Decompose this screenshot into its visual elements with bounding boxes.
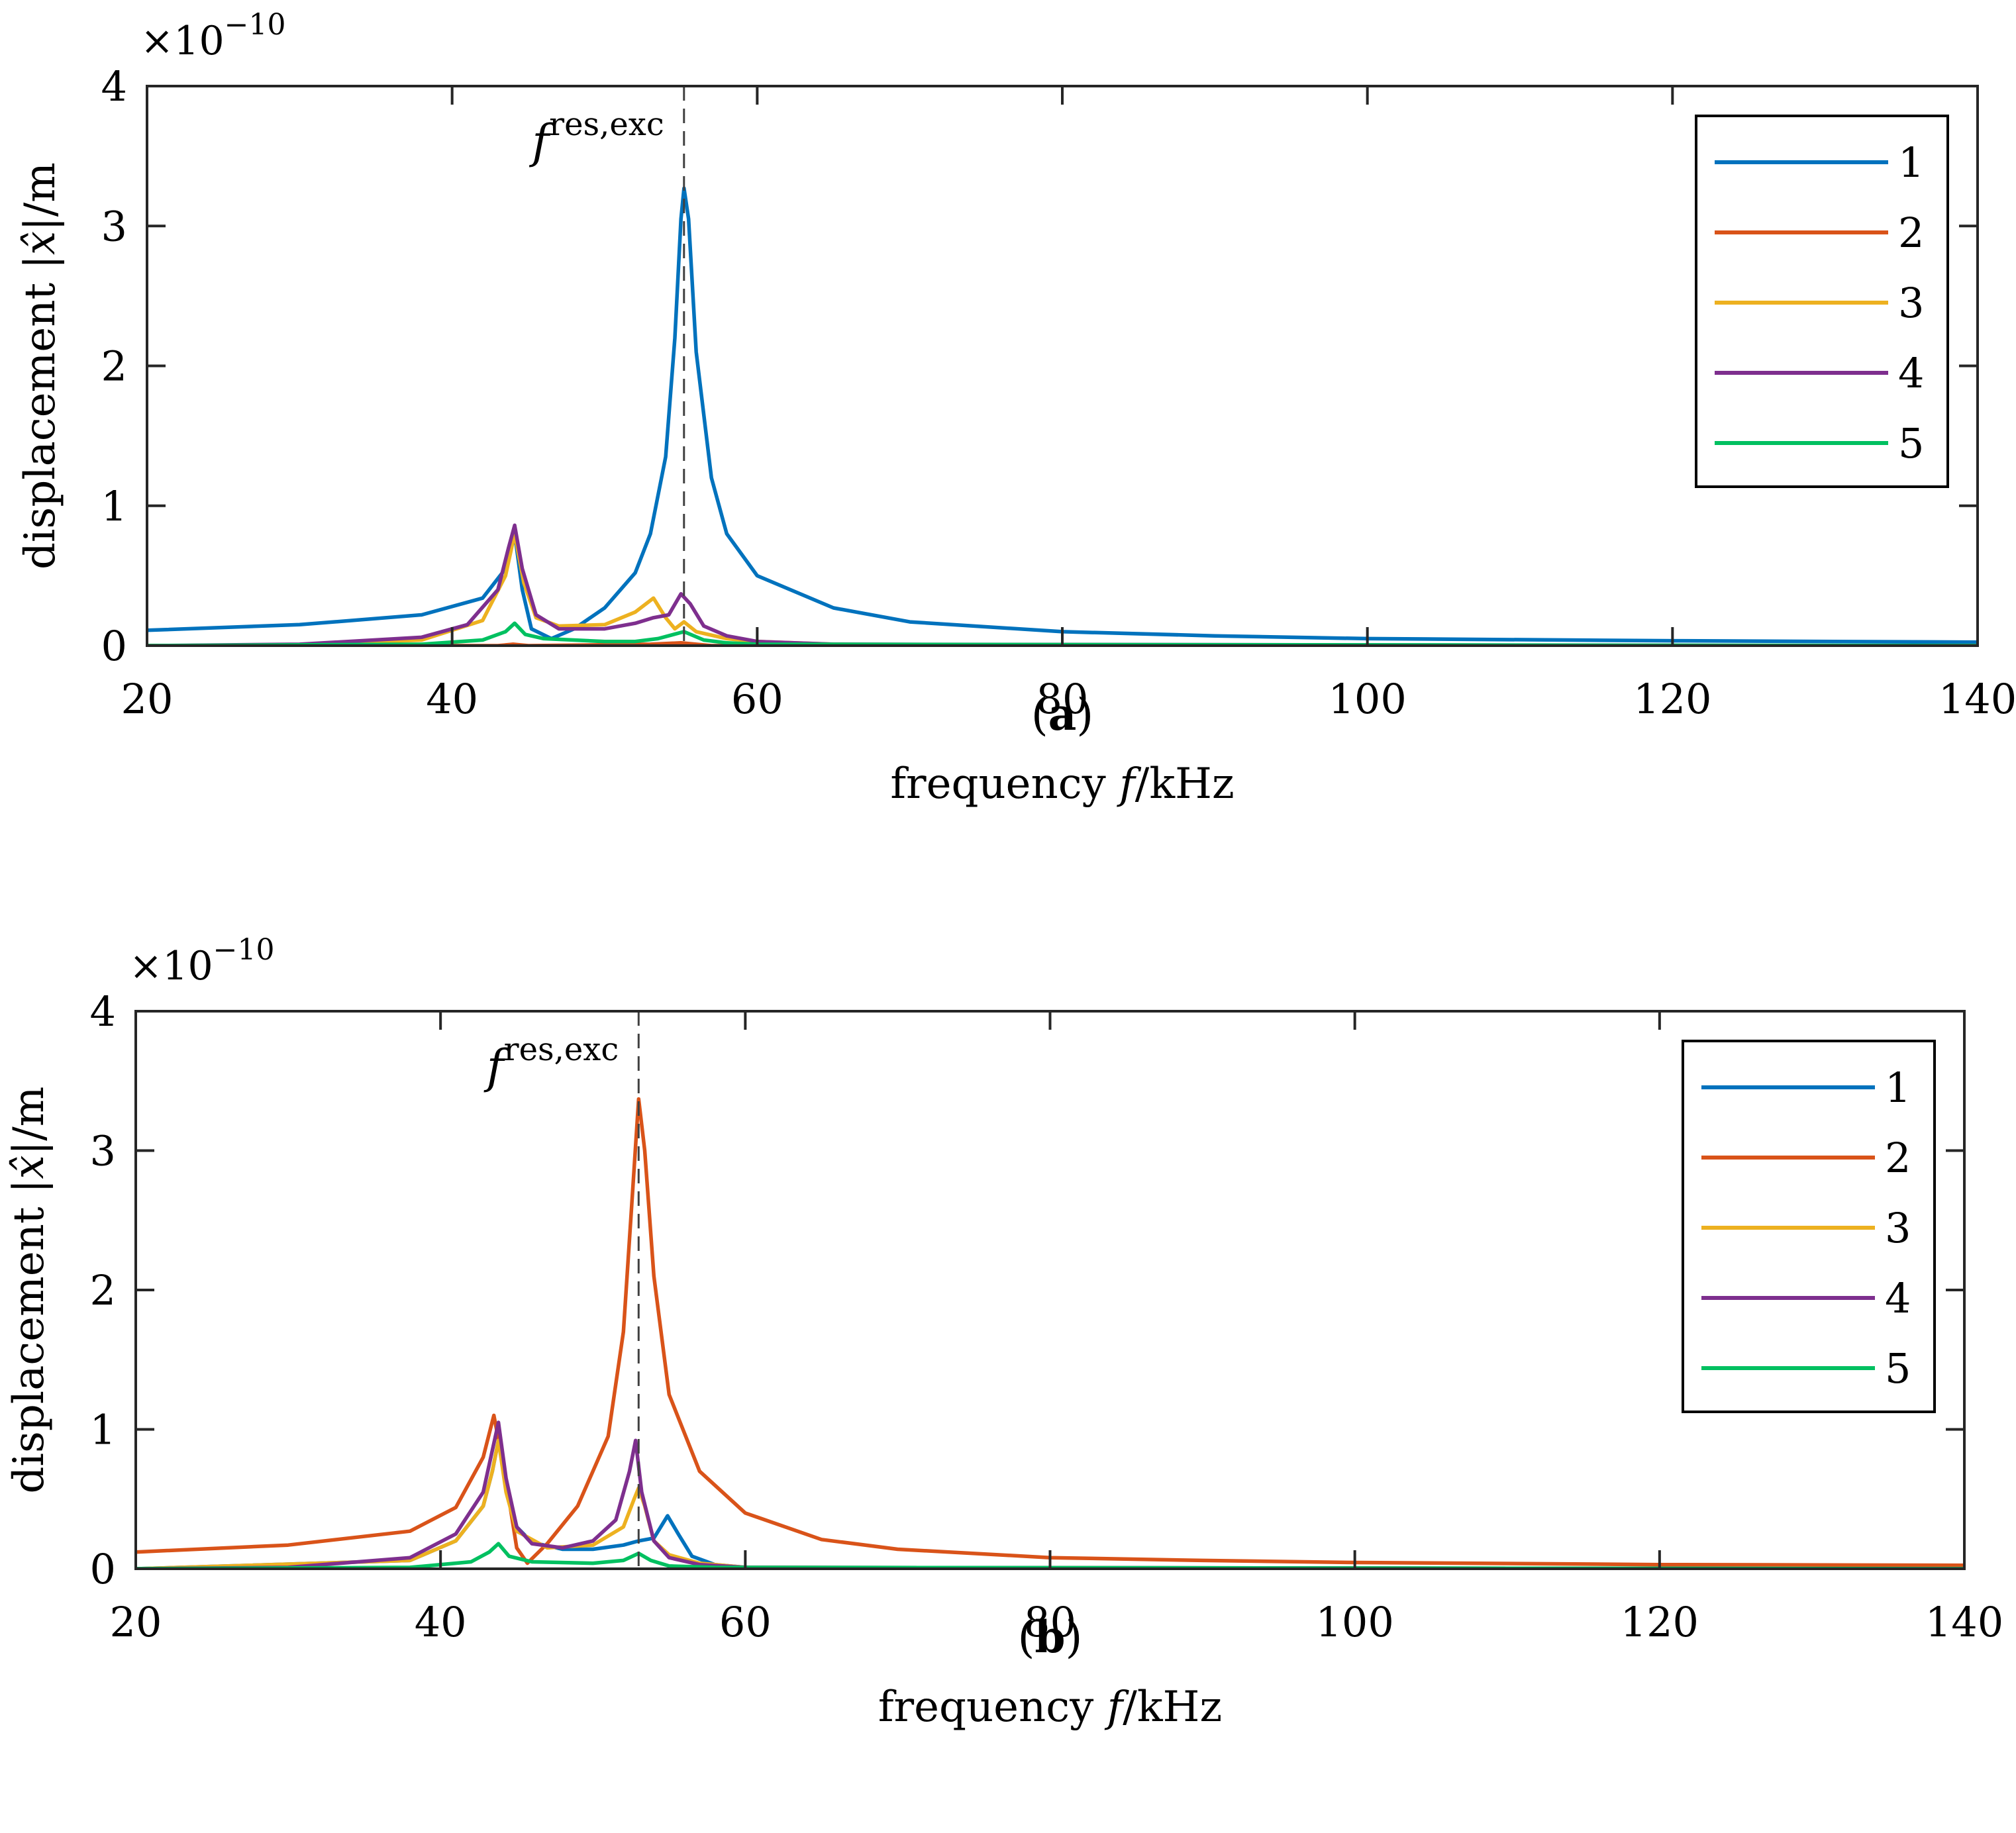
- x-tick-label: 80: [1036, 675, 1089, 723]
- y-axis-label-text: displacement: [16, 270, 65, 570]
- legend-label-4: 4: [1898, 349, 1924, 397]
- y-axis-label: displacement |x̂|/m: [16, 162, 65, 570]
- x-axis-label: frequency f/kHz: [890, 760, 1234, 809]
- x-axis-label-text: frequency: [890, 760, 1119, 809]
- y-axis-label-text: displacement: [5, 1193, 54, 1493]
- resonance-annotation: fres,exc: [529, 106, 664, 169]
- y-axis-label-unit: /m: [16, 162, 65, 217]
- x-tick-label: 20: [121, 675, 174, 723]
- series-line-4: [136, 1420, 1964, 1569]
- x-tick-label: 120: [1633, 675, 1711, 723]
- series-group: [136, 1097, 1964, 1569]
- y-axis-label: displacement |x̂|/m: [5, 1087, 54, 1494]
- legend-label-2: 2: [1885, 1134, 1911, 1182]
- y-scale-base: ×10: [140, 18, 225, 64]
- x-tick-label: 60: [719, 1598, 772, 1646]
- y-tick-label: 1: [101, 482, 127, 530]
- y-axis-label-var: |x̂|: [16, 217, 65, 269]
- y-scale-base: ×10: [129, 943, 213, 989]
- legend-label-3: 3: [1898, 279, 1924, 327]
- series-line-5: [136, 1542, 1964, 1569]
- y-scale-power: −10: [225, 8, 286, 42]
- chart-panel-b: 20 40 60 80 100 120 140 0 1 2 3 4 ×10−10 frequency f/…: [5, 933, 2003, 1732]
- x-tick-label: 100: [1328, 675, 1406, 723]
- caption-open: (: [1018, 1612, 1035, 1663]
- x-axis-label-text: frequency: [878, 1683, 1107, 1732]
- plot-area: [136, 1011, 1964, 1569]
- panel-caption: (a): [1031, 689, 1093, 740]
- x-axis-label: frequency f/kHz: [878, 1683, 1222, 1732]
- x-tick-label: 20: [110, 1598, 162, 1646]
- legend-label-1: 1: [1885, 1064, 1911, 1112]
- x-tick-label: 140: [1925, 1598, 2003, 1646]
- x-tick-label: 60: [731, 675, 783, 723]
- x-tick-label: 120: [1621, 1598, 1699, 1646]
- caption-letter: a: [1048, 689, 1077, 740]
- legend-label-1: 1: [1898, 138, 1924, 187]
- legend-label-2: 2: [1898, 209, 1924, 257]
- y-tick-label: 4: [101, 62, 127, 111]
- caption-open: (: [1031, 689, 1048, 740]
- y-tick-label: 2: [90, 1266, 116, 1314]
- y-axis-label-var: |x̂|: [5, 1141, 54, 1193]
- y-tick-label: 3: [90, 1127, 116, 1175]
- series-line-2: [136, 1097, 1964, 1567]
- caption-close: ): [1076, 689, 1093, 740]
- panel-caption: (b): [1018, 1611, 1083, 1663]
- legend-label-3: 3: [1885, 1204, 1911, 1252]
- x-tick-label: 40: [415, 1598, 467, 1646]
- y-scale-exponent: ×10−10: [140, 8, 285, 64]
- x-tick-label: 100: [1315, 1598, 1393, 1646]
- y-scale-exponent: ×10−10: [129, 933, 274, 989]
- resonance-annotation-sup: res,exc: [504, 1031, 619, 1068]
- x-tick-label: 140: [1939, 675, 2016, 723]
- y-scale-power: −10: [213, 933, 275, 967]
- chart-panel-a: 20 40 60 80 100 120 140 0 1 2 3 4 ×10−10 frequency f/…: [16, 8, 2016, 809]
- series-line-3: [136, 1438, 1964, 1569]
- y-tick-label: 1: [90, 1406, 116, 1454]
- x-axis-label-unit: /kHz: [1135, 760, 1235, 809]
- caption-letter: b: [1034, 1611, 1065, 1663]
- plot-area: [147, 86, 1978, 646]
- series-line-5: [147, 621, 1978, 646]
- y-tick-label: 0: [90, 1545, 116, 1593]
- y-tick-label: 0: [101, 622, 127, 670]
- resonance-annotation-sup: res,exc: [549, 106, 664, 143]
- legend: 1 2 3 4 5: [1682, 1040, 1936, 1413]
- resonance-annotation: fres,exc: [483, 1031, 619, 1094]
- legend: 1 2 3 4 5: [1695, 115, 1949, 488]
- y-tick-label: 4: [90, 987, 116, 1036]
- legend-label-4: 4: [1885, 1274, 1911, 1322]
- legend-label-5: 5: [1885, 1344, 1911, 1393]
- series-line-4: [147, 523, 1978, 646]
- x-tick-label: 80: [1024, 1598, 1076, 1646]
- x-tick-label: 40: [426, 675, 478, 723]
- legend-label-5: 5: [1898, 419, 1924, 468]
- x-axis-label-unit: /kHz: [1123, 1683, 1222, 1732]
- caption-close: ): [1066, 1612, 1083, 1663]
- y-tick-label: 2: [101, 342, 127, 391]
- y-tick-label: 3: [101, 202, 127, 250]
- y-axis-label-unit: /m: [5, 1087, 54, 1141]
